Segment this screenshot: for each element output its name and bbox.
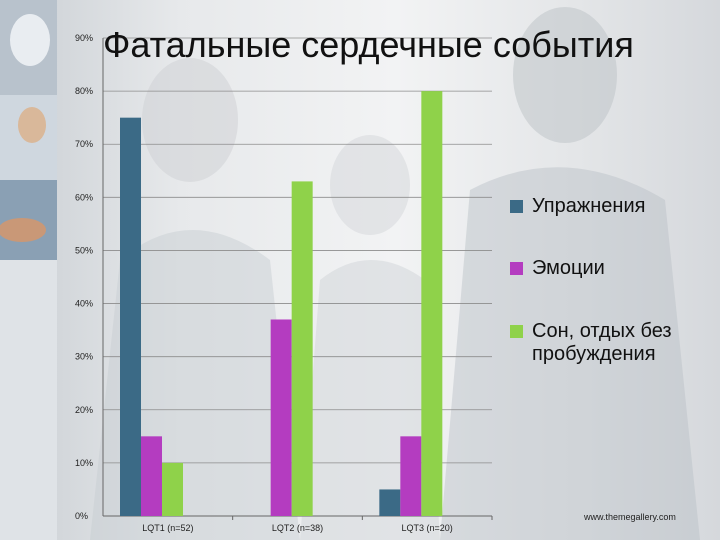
bars bbox=[120, 91, 443, 517]
legend-swatch-0 bbox=[510, 200, 523, 213]
chart-title: Фатальные сердечные события bbox=[103, 24, 634, 65]
bar-2-2 bbox=[421, 91, 443, 516]
y-tick-label: 30% bbox=[75, 352, 93, 362]
bar-2-0 bbox=[162, 462, 183, 516]
legend-swatch-1 bbox=[510, 262, 523, 275]
y-tick-label: 90% bbox=[75, 33, 93, 43]
x-axis-categories: LQT1 (n=52) LQT2 (n=38) LQT3 (n=20) bbox=[142, 516, 493, 533]
legend-item-0: Упражнения bbox=[510, 195, 702, 218]
y-tick-label: 40% bbox=[75, 299, 93, 309]
x-category-label: LQT2 (n=38) bbox=[272, 523, 323, 533]
y-tick-label: 70% bbox=[75, 139, 93, 149]
bar-1-1 bbox=[270, 319, 292, 516]
y-tick-label: 60% bbox=[75, 192, 93, 202]
y-tick-label: 10% bbox=[75, 458, 93, 468]
y-tick-label: 0% bbox=[75, 511, 88, 521]
footer-url: www.themegallery.com bbox=[584, 512, 676, 522]
legend-swatch-2 bbox=[510, 325, 523, 338]
x-category-label: LQT1 (n=52) bbox=[142, 523, 193, 533]
legend-item-1: Эмоции bbox=[510, 257, 702, 280]
legend-item-2: Сон, отдых без пробуждения bbox=[510, 320, 702, 366]
bar-1-0 bbox=[141, 436, 162, 516]
x-category-label: LQT3 (n=20) bbox=[402, 523, 453, 533]
bar-0-2 bbox=[379, 489, 401, 516]
y-tick-label: 20% bbox=[75, 405, 93, 415]
y-axis-ticks: 0% 10% 20% 30% 40% 50% 60% 70% 80% 90% bbox=[75, 33, 93, 521]
legend-label-0: Упражнения bbox=[532, 195, 646, 217]
y-tick-label: 50% bbox=[75, 245, 93, 255]
y-tick-label: 80% bbox=[75, 86, 93, 96]
bar-1-2 bbox=[400, 436, 422, 516]
bar-0-0 bbox=[120, 117, 141, 517]
bar-2-1 bbox=[291, 181, 313, 516]
legend-label-1: Эмоции bbox=[532, 257, 605, 279]
legend-label-2: Сон, отдых без пробуждения bbox=[532, 320, 672, 365]
